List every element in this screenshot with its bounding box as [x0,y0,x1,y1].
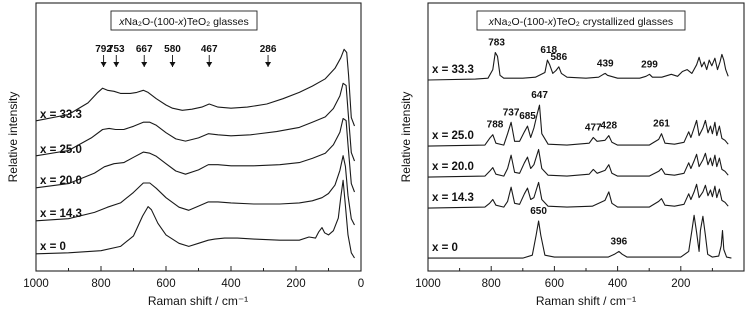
peak-label: 586 [550,52,567,63]
peak-arrowhead [141,62,148,67]
peak-label: 650 [530,206,547,217]
peak-label: 792 [95,44,112,55]
peak-arrowhead [206,62,213,67]
series-label: x = 20.0 [432,161,474,173]
peak-label: 396 [611,236,628,247]
x-tick-label: 1000 [415,278,441,290]
series-label: x = 33.3 [432,64,474,76]
peak-label: 286 [260,44,277,55]
spectrum-line-left-2 [35,117,356,193]
panel-crystallized: xNa₂O-(100-x)TeO₂ crystallized glasses R… [399,2,745,308]
peak-label: 439 [597,58,614,69]
spectrum-line-left-1 [35,155,355,226]
peak-arrowhead [113,62,120,67]
spectrum-line-left-4 [35,48,356,127]
spectrum-line-left-3 [35,82,356,162]
peak-label: 737 [503,107,520,118]
spectrum-line-right-2 [427,148,729,178]
chart-title-left: xNa₂O-(100-x)TeO₂ glasses [118,16,249,28]
spectrum-line-right-4 [427,51,729,81]
peak-label: 618 [540,45,557,56]
plot-frame-left [35,2,362,272]
peak-label: 788 [487,120,504,131]
title-box-left [110,10,258,31]
series-label: x = 33.3 [40,109,82,121]
x-tick-label: 200 [286,278,305,290]
x-tick-label: 400 [608,278,627,290]
peak-label: 477 [585,123,602,134]
x-tick-label: 0 [358,278,364,290]
peak-arrowhead [265,62,272,67]
series-label: x = 25.0 [432,130,474,142]
peak-label: 647 [531,90,548,101]
x-tick-label: 1000 [23,278,49,290]
x-tick-label: 800 [91,278,110,290]
series-label: x = 0 [40,241,66,253]
spectrum-line-right-3 [427,104,729,147]
peak-arrowhead [169,62,176,67]
y-axis-label-right: Relative intensity [399,92,413,183]
peak-label: 685 [519,111,536,122]
x-axis-label-left: Raman shift / cm⁻¹ [148,294,248,308]
series-label: x = 14.3 [40,208,82,220]
x-axis-label-right: Raman shift / cm⁻¹ [536,294,636,308]
chart-title-right: xNa₂O-(100-x)TeO₂ crystallized glasses [488,16,673,28]
x-tick-label: 200 [671,278,690,290]
spectrum-line-right-0 [428,214,732,259]
x-tick-label: 600 [545,278,564,290]
peak-label: 667 [136,44,153,55]
peak-label: 580 [164,44,181,55]
x-tick-label: 600 [156,278,175,290]
y-axis-label-left: Relative intensity [6,92,20,183]
spectrum-line-right-1 [427,181,729,209]
spectrum-line-left-0 [35,179,355,259]
series-label: x = 20.0 [40,175,82,187]
peak-arrowhead [100,62,107,67]
peak-label: 467 [201,44,218,55]
peak-label: 753 [108,44,125,55]
title-box-right [476,10,686,31]
panel-glasses: xNa₂O-(100-x)TeO₂ glasses Relative inten… [6,2,364,308]
peak-label: 261 [653,119,670,130]
series-label: x = 25.0 [40,144,82,156]
peak-label: 428 [600,121,617,132]
peak-label: 299 [641,59,658,70]
series-label: x = 14.3 [432,192,474,204]
peak-label: 783 [488,38,505,49]
x-tick-label: 800 [482,278,501,290]
x-tick-label: 400 [221,278,240,290]
series-label: x = 0 [432,242,458,254]
